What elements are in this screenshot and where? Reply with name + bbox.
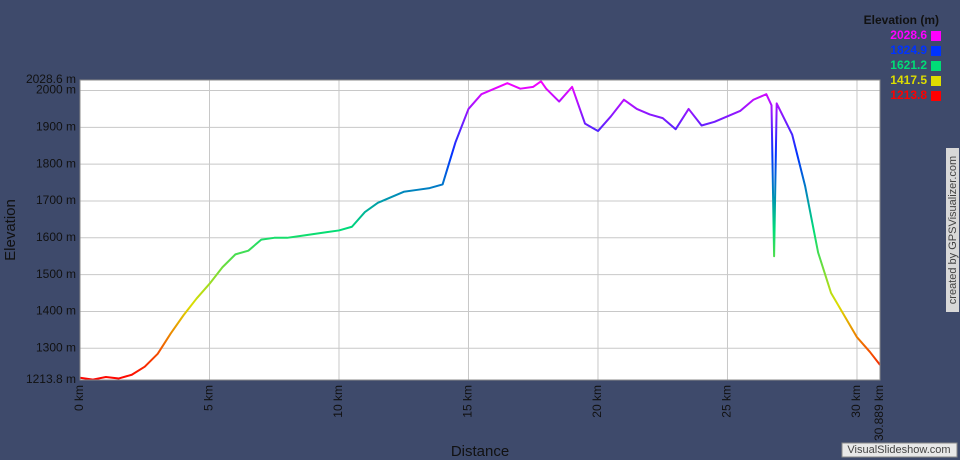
plot-border (79, 79, 881, 381)
elevation-line (79, 80, 881, 381)
x-tick-label: 30 km (849, 385, 863, 418)
y-tick-label: 2028.6 m (26, 72, 76, 86)
legend-swatch (931, 46, 941, 56)
x-tick-label: 25 km (720, 385, 734, 418)
y-tick-label: 1700 m (36, 193, 76, 207)
x-tick-label: 30.889 km (872, 385, 886, 441)
credit-text: created by GPSVisualizer.com (947, 156, 959, 304)
credit-box (946, 148, 959, 312)
y-tick-label: 1400 m (36, 304, 76, 318)
legend-label: 1417.5 (890, 73, 927, 87)
y-tick-label: 1300 m (36, 340, 76, 354)
watermark-box (841, 442, 958, 458)
legend-label: 1621.2 (890, 58, 927, 72)
y-tick-label: 1900 m (36, 120, 76, 134)
legend-label: 2028.6 (890, 28, 927, 42)
watermark-text: VisualSlideshow.com (847, 444, 950, 456)
legend-swatch (931, 76, 941, 86)
legend-swatch (931, 91, 941, 101)
legend-swatch (931, 31, 941, 41)
x-tick-label: 15 km (461, 385, 475, 418)
y-tick-label: 2000 m (36, 83, 76, 97)
plot-area (80, 80, 880, 380)
x-tick-label: 0 km (72, 385, 86, 411)
y-tick-label: 1213.8 m (26, 372, 76, 386)
y-tick-label: 1600 m (36, 230, 76, 244)
legend-swatch (931, 61, 941, 71)
y-tick-label: 1500 m (36, 267, 76, 281)
y-tick-label: 1800 m (36, 156, 76, 170)
legend-title: Elevation (m) (864, 13, 939, 27)
legend-label: 1824.9 (890, 43, 927, 57)
x-tick-label: 20 km (590, 385, 604, 418)
x-tick-label: 5 km (202, 385, 216, 411)
x-axis-title: Distance (451, 443, 509, 460)
x-tick-label: 10 km (331, 385, 345, 418)
legend-label: 1213.8 (890, 88, 927, 102)
y-axis-title: Elevation (2, 199, 19, 261)
